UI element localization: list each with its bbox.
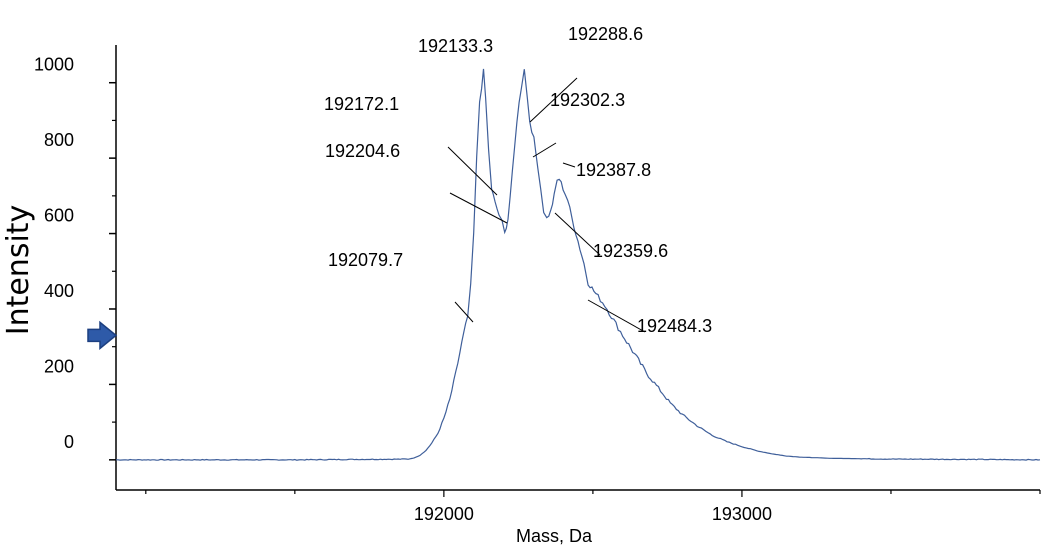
annotation-leaders [447, 77, 646, 333]
leader-192079 [454, 301, 474, 323]
y-tick-label: 0 [64, 432, 74, 452]
peak-label: 192302.3 [550, 90, 625, 110]
x-tick-label: 192000 [414, 504, 474, 524]
peak-label: 192079.7 [328, 250, 403, 270]
peak-label: 192484.3 [637, 316, 712, 336]
peak-label: 192133.3 [418, 36, 493, 56]
x-tick-label: 193000 [712, 504, 772, 524]
leader-192387 [562, 162, 576, 168]
leader-192359 [554, 212, 601, 256]
y-tick-label: 800 [44, 130, 74, 150]
arrow-icon [87, 320, 118, 350]
spectrum-line [116, 68, 1041, 461]
leader-192288 [532, 142, 557, 158]
peak-label: 192288.6 [568, 24, 643, 44]
leader-192302 [529, 77, 578, 123]
y-tick-label: 400 [44, 281, 74, 301]
y-axis-title: Intensity [1, 205, 36, 336]
peak-label: 192172.1 [324, 94, 399, 114]
peak-label: 192387.8 [576, 160, 651, 180]
peak-label: 192204.6 [325, 141, 400, 161]
leader-192484 [587, 299, 646, 333]
leader-192172 [447, 146, 498, 196]
y-tick-label: 200 [44, 356, 74, 376]
leader-192204 [449, 192, 508, 224]
y-tick-label: 600 [44, 206, 74, 226]
x-axis-title: Mass, Da [516, 526, 593, 546]
y-tick-label: 1000 [34, 55, 74, 75]
peak-label: 192359.6 [593, 241, 668, 261]
